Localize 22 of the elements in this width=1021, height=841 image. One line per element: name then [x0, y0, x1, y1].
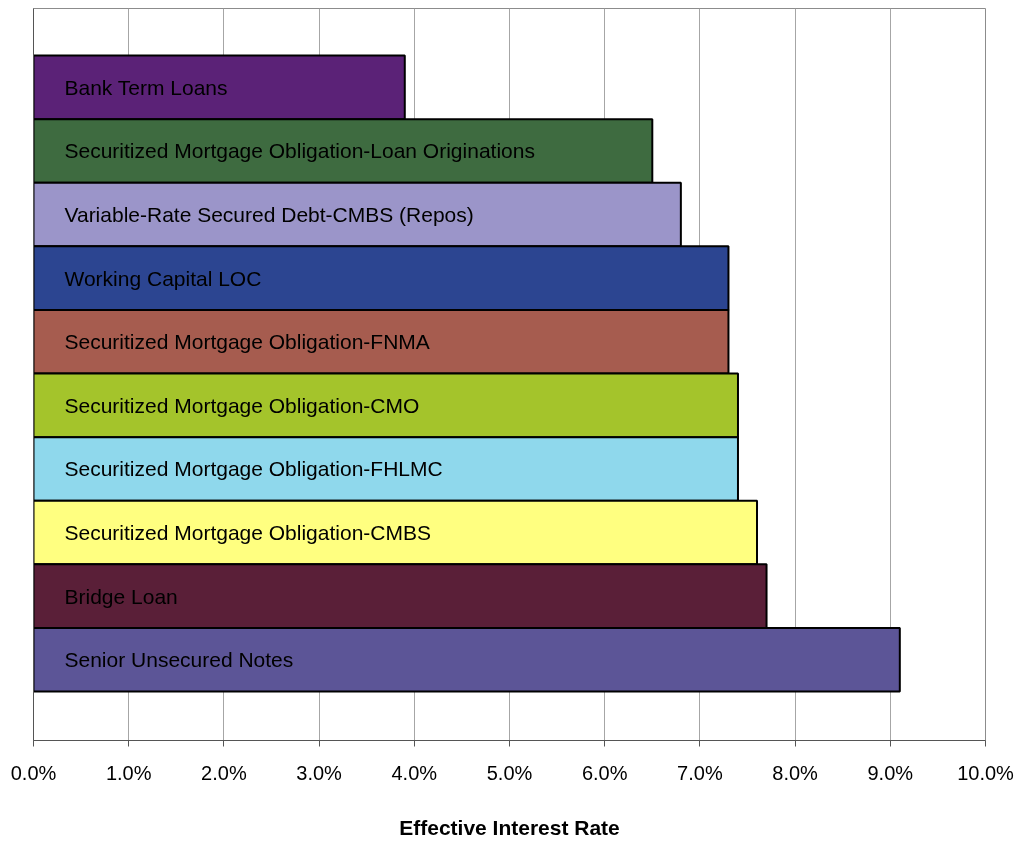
x-tick-label: 8.0%: [772, 761, 819, 784]
x-tick-label: 5.0%: [486, 761, 533, 784]
x-tick-label: 4.0%: [391, 761, 438, 784]
y-tick-label: Senior Unsecured Notes: [64, 648, 294, 672]
x-tick-label: 2.0%: [201, 761, 247, 784]
y-tick-label: Bridge Loan: [64, 584, 178, 608]
y-tick-label: Working Capital LOC: [64, 266, 262, 290]
y-tick-label: Variable-Rate Secured Debt-CMBS (Repos): [64, 203, 474, 227]
x-tick-label: 7.0%: [677, 761, 723, 784]
x-axis-title: Effective Interest Rate: [399, 815, 620, 839]
y-tick-label: Bank Term Loans: [64, 75, 228, 99]
y-tick-label: Securitized Mortgage Obligation-FNMA: [64, 330, 430, 354]
y-tick-label: Securitized Mortgage Obligation-CMO: [64, 393, 420, 417]
x-tick-label: 1.0%: [105, 761, 152, 784]
x-tick-label: 10.0%: [957, 761, 1015, 784]
y-tick-label: Securitized Mortgage Obligation-CMBS: [64, 521, 431, 545]
x-tick-label: 9.0%: [867, 761, 914, 784]
y-tick-label: Securitized Mortgage Obligation-FHLMC: [64, 457, 443, 481]
x-tick-label: 6.0%: [581, 761, 628, 784]
x-tick-label: 0.0%: [10, 761, 57, 784]
y-tick-label: Securitized Mortgage Obligation-Loan Originations: [64, 139, 535, 163]
x-tick-label: 3.0%: [296, 761, 343, 784]
